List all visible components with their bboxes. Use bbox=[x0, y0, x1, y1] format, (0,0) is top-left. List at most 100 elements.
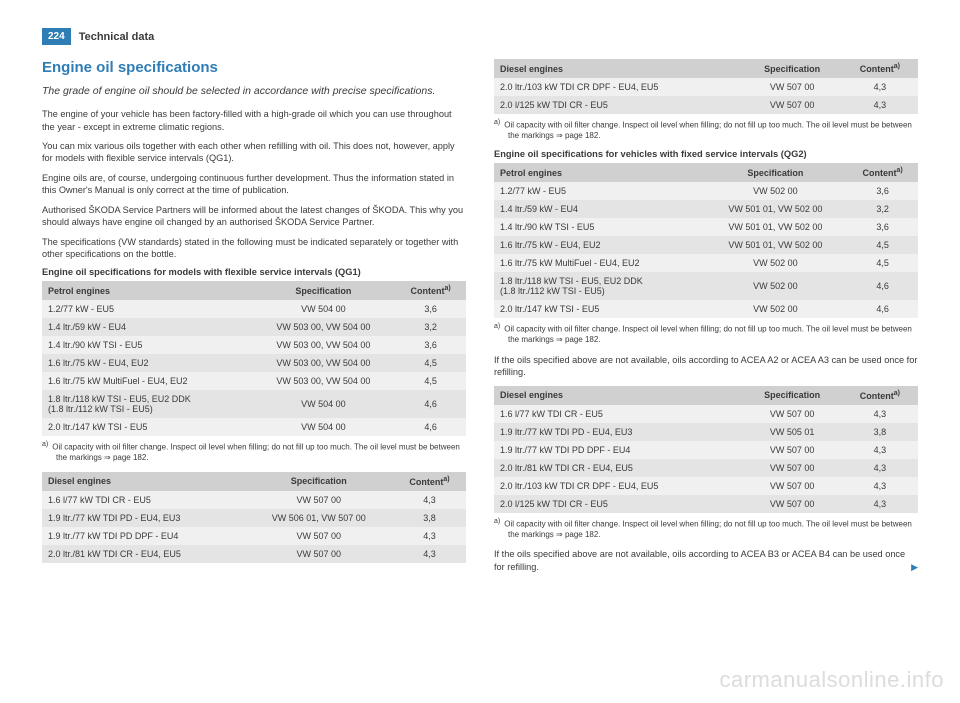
table-cell: 1.4 ltr./90 kW TSI - EU5 bbox=[42, 336, 252, 354]
table-cell: 3,6 bbox=[847, 182, 918, 200]
table-cell: VW 503 00, VW 504 00 bbox=[252, 318, 396, 336]
table-cell: 4,3 bbox=[842, 405, 918, 423]
table-row: 1.6 l/77 kW TDI CR - EU5VW 507 004,3 bbox=[42, 491, 466, 509]
diesel-qg1a-table: Diesel engines Specification Contenta) 1… bbox=[42, 472, 466, 563]
table-cell: 4,3 bbox=[842, 78, 918, 96]
table-cell: 1.8 ltr./118 kW TSI - EU5, EU2 DDK(1.8 l… bbox=[494, 272, 704, 300]
table-row: 2.0 l/125 kW TDI CR - EU5VW 507 004,3 bbox=[494, 96, 918, 114]
table-row: 1.9 ltr./77 kW TDI PD DPF - EU4VW 507 00… bbox=[42, 527, 466, 545]
table-cell: 2.0 ltr./147 kW TSI - EU5 bbox=[42, 418, 252, 436]
tbody: 1.6 l/77 kW TDI CR - EU5VW 507 004,31.9 … bbox=[494, 405, 918, 513]
diesel-qg2-table: Diesel engines Specification Contenta) 1… bbox=[494, 386, 918, 513]
section-subtitle: The grade of engine oil should be select… bbox=[42, 84, 466, 98]
table-cell: VW 507 00 bbox=[743, 405, 842, 423]
table-cell: 4,6 bbox=[847, 300, 918, 318]
tbody: 2.0 ltr./103 kW TDI CR DPF - EU4, EU5VW … bbox=[494, 78, 918, 114]
th: Specification bbox=[743, 59, 842, 78]
table-row: 2.0 ltr./147 kW TSI - EU5VW 502 004,6 bbox=[494, 300, 918, 318]
th: Diesel engines bbox=[494, 386, 743, 405]
page-header: 224 Technical data bbox=[42, 28, 918, 45]
body-para: Authorised ŠKODA Service Partners will b… bbox=[42, 204, 466, 229]
body-para: The engine of your vehicle has been fact… bbox=[42, 108, 466, 133]
table-cell: VW 504 00 bbox=[252, 418, 396, 436]
table-cell: 1.9 ltr./77 kW TDI PD DPF - EU4 bbox=[42, 527, 245, 545]
th: Specification bbox=[245, 472, 393, 491]
table-cell: 1.4 ltr./59 kW - EU4 bbox=[494, 200, 704, 218]
th: Petrol engines bbox=[42, 281, 252, 300]
table-cell: 1.4 ltr./59 kW - EU4 bbox=[42, 318, 252, 336]
table-row: 2.0 ltr./147 kW TSI - EU5VW 504 004,6 bbox=[42, 418, 466, 436]
th: Specification bbox=[704, 163, 848, 182]
th: Petrol engines bbox=[494, 163, 704, 182]
table-cell: 4,3 bbox=[842, 477, 918, 495]
body-para: If the oils specified above are not avai… bbox=[494, 354, 918, 379]
table-cell: 1.9 ltr./77 kW TDI PD DPF - EU4 bbox=[494, 441, 743, 459]
tbody: 1.2/77 kW - EU5VW 502 003,61.4 ltr./59 k… bbox=[494, 182, 918, 318]
table-row: 1.9 ltr./77 kW TDI PD - EU4, EU3VW 505 0… bbox=[494, 423, 918, 441]
table-cell: 1.6 ltr./75 kW MultiFuel - EU4, EU2 bbox=[42, 372, 252, 390]
table-row: 2.0 ltr./103 kW TDI CR DPF - EU4, EU5VW … bbox=[494, 78, 918, 96]
table-cell: VW 507 00 bbox=[743, 495, 842, 513]
petrol-qg1-table: Petrol engines Specification Contenta) 1… bbox=[42, 281, 466, 436]
table-cell: VW 507 00 bbox=[245, 527, 393, 545]
table-row: 1.6 ltr./75 kW MultiFuel - EU4, EU2VW 50… bbox=[42, 372, 466, 390]
th: Specification bbox=[252, 281, 396, 300]
table-cell: VW 503 00, VW 504 00 bbox=[252, 372, 396, 390]
th: Diesel engines bbox=[494, 59, 743, 78]
table-cell: VW 507 00 bbox=[743, 459, 842, 477]
table-cell: VW 505 01 bbox=[743, 423, 842, 441]
th: Contenta) bbox=[393, 472, 466, 491]
footnote: a)Oil capacity with oil filter change. I… bbox=[494, 517, 918, 540]
table-cell: VW 506 01, VW 507 00 bbox=[245, 509, 393, 527]
table-cell: 2.0 ltr./81 kW TDI CR - EU4, EU5 bbox=[494, 459, 743, 477]
table-cell: VW 507 00 bbox=[245, 491, 393, 509]
table-cell: VW 507 00 bbox=[245, 545, 393, 563]
table-cell: 4,5 bbox=[395, 354, 466, 372]
table-cell: VW 502 00 bbox=[704, 272, 848, 300]
table-cell: 4,3 bbox=[393, 545, 466, 563]
th: Contenta) bbox=[842, 59, 918, 78]
tbody: 1.2/77 kW - EU5VW 504 003,61.4 ltr./59 k… bbox=[42, 300, 466, 436]
table-cell: 2.0 ltr./147 kW TSI - EU5 bbox=[494, 300, 704, 318]
footnote: a)Oil capacity with oil filter change. I… bbox=[42, 440, 466, 463]
table-cell: 1.6 ltr./75 kW - EU4, EU2 bbox=[42, 354, 252, 372]
table-cell: 3,6 bbox=[847, 218, 918, 236]
watermark: carmanualsonline.info bbox=[719, 667, 944, 693]
table-cell: 4,3 bbox=[393, 527, 466, 545]
table-cell: 4,5 bbox=[847, 236, 918, 254]
th: Contenta) bbox=[395, 281, 466, 300]
table-cell: 3,8 bbox=[393, 509, 466, 527]
table-cell: 1.9 ltr./77 kW TDI PD - EU4, EU3 bbox=[494, 423, 743, 441]
tbody: 1.6 l/77 kW TDI CR - EU5VW 507 004,3 1.9 … bbox=[42, 491, 466, 563]
table-cell: VW 507 00 bbox=[743, 441, 842, 459]
table-row: 1.2/77 kW - EU5VW 504 003,6 bbox=[42, 300, 466, 318]
table-cell: 4,3 bbox=[842, 495, 918, 513]
table-cell: VW 507 00 bbox=[743, 78, 842, 96]
table-cell: VW 507 00 bbox=[743, 96, 842, 114]
table-caption: Engine oil specifications for vehicles w… bbox=[494, 149, 918, 159]
table-cell: VW 507 00 bbox=[743, 477, 842, 495]
table-cell: 4,5 bbox=[395, 372, 466, 390]
table-cell: 4,3 bbox=[842, 96, 918, 114]
table-cell: 2.0 ltr./103 kW TDI CR DPF - EU4, EU5 bbox=[494, 477, 743, 495]
table-row: 1.4 ltr./59 kW - EU4VW 503 00, VW 504 00… bbox=[42, 318, 466, 336]
body-para: Engine oils are, of course, undergoing c… bbox=[42, 172, 466, 197]
continue-arrow-icon: ▶ bbox=[911, 561, 918, 573]
table-cell: VW 504 00 bbox=[252, 390, 396, 418]
petrol-qg2-table: Petrol engines Specification Contenta) 1… bbox=[494, 163, 918, 318]
table-row: 1.6 l/77 kW TDI CR - EU5VW 507 004,3 bbox=[494, 405, 918, 423]
table-row: 1.6 ltr./75 kW - EU4, EU2VW 501 01, VW 5… bbox=[494, 236, 918, 254]
section-title: Engine oil specifications bbox=[42, 59, 466, 76]
table-cell: VW 502 00 bbox=[704, 182, 848, 200]
table-cell: 4,5 bbox=[847, 254, 918, 272]
table-row: 2.0 ltr./81 kW TDI CR - EU4, EU5VW 507 0… bbox=[42, 545, 466, 563]
table-cell: VW 502 00 bbox=[704, 254, 848, 272]
table-cell: VW 502 00 bbox=[704, 300, 848, 318]
footnote: a)Oil capacity with oil filter change. I… bbox=[494, 118, 918, 141]
table-row: 2.0 l/125 kW TDI CR - EU5VW 507 004,3 bbox=[494, 495, 918, 513]
table-cell: 1.8 ltr./118 kW TSI - EU5, EU2 DDK(1.8 l… bbox=[42, 390, 252, 418]
body-para: If the oils specified above are not avai… bbox=[494, 548, 918, 573]
th: Contenta) bbox=[842, 386, 918, 405]
table-row: 1.6 ltr./75 kW - EU4, EU2VW 503 00, VW 5… bbox=[42, 354, 466, 372]
table-cell: 1.6 l/77 kW TDI CR - EU5 bbox=[494, 405, 743, 423]
